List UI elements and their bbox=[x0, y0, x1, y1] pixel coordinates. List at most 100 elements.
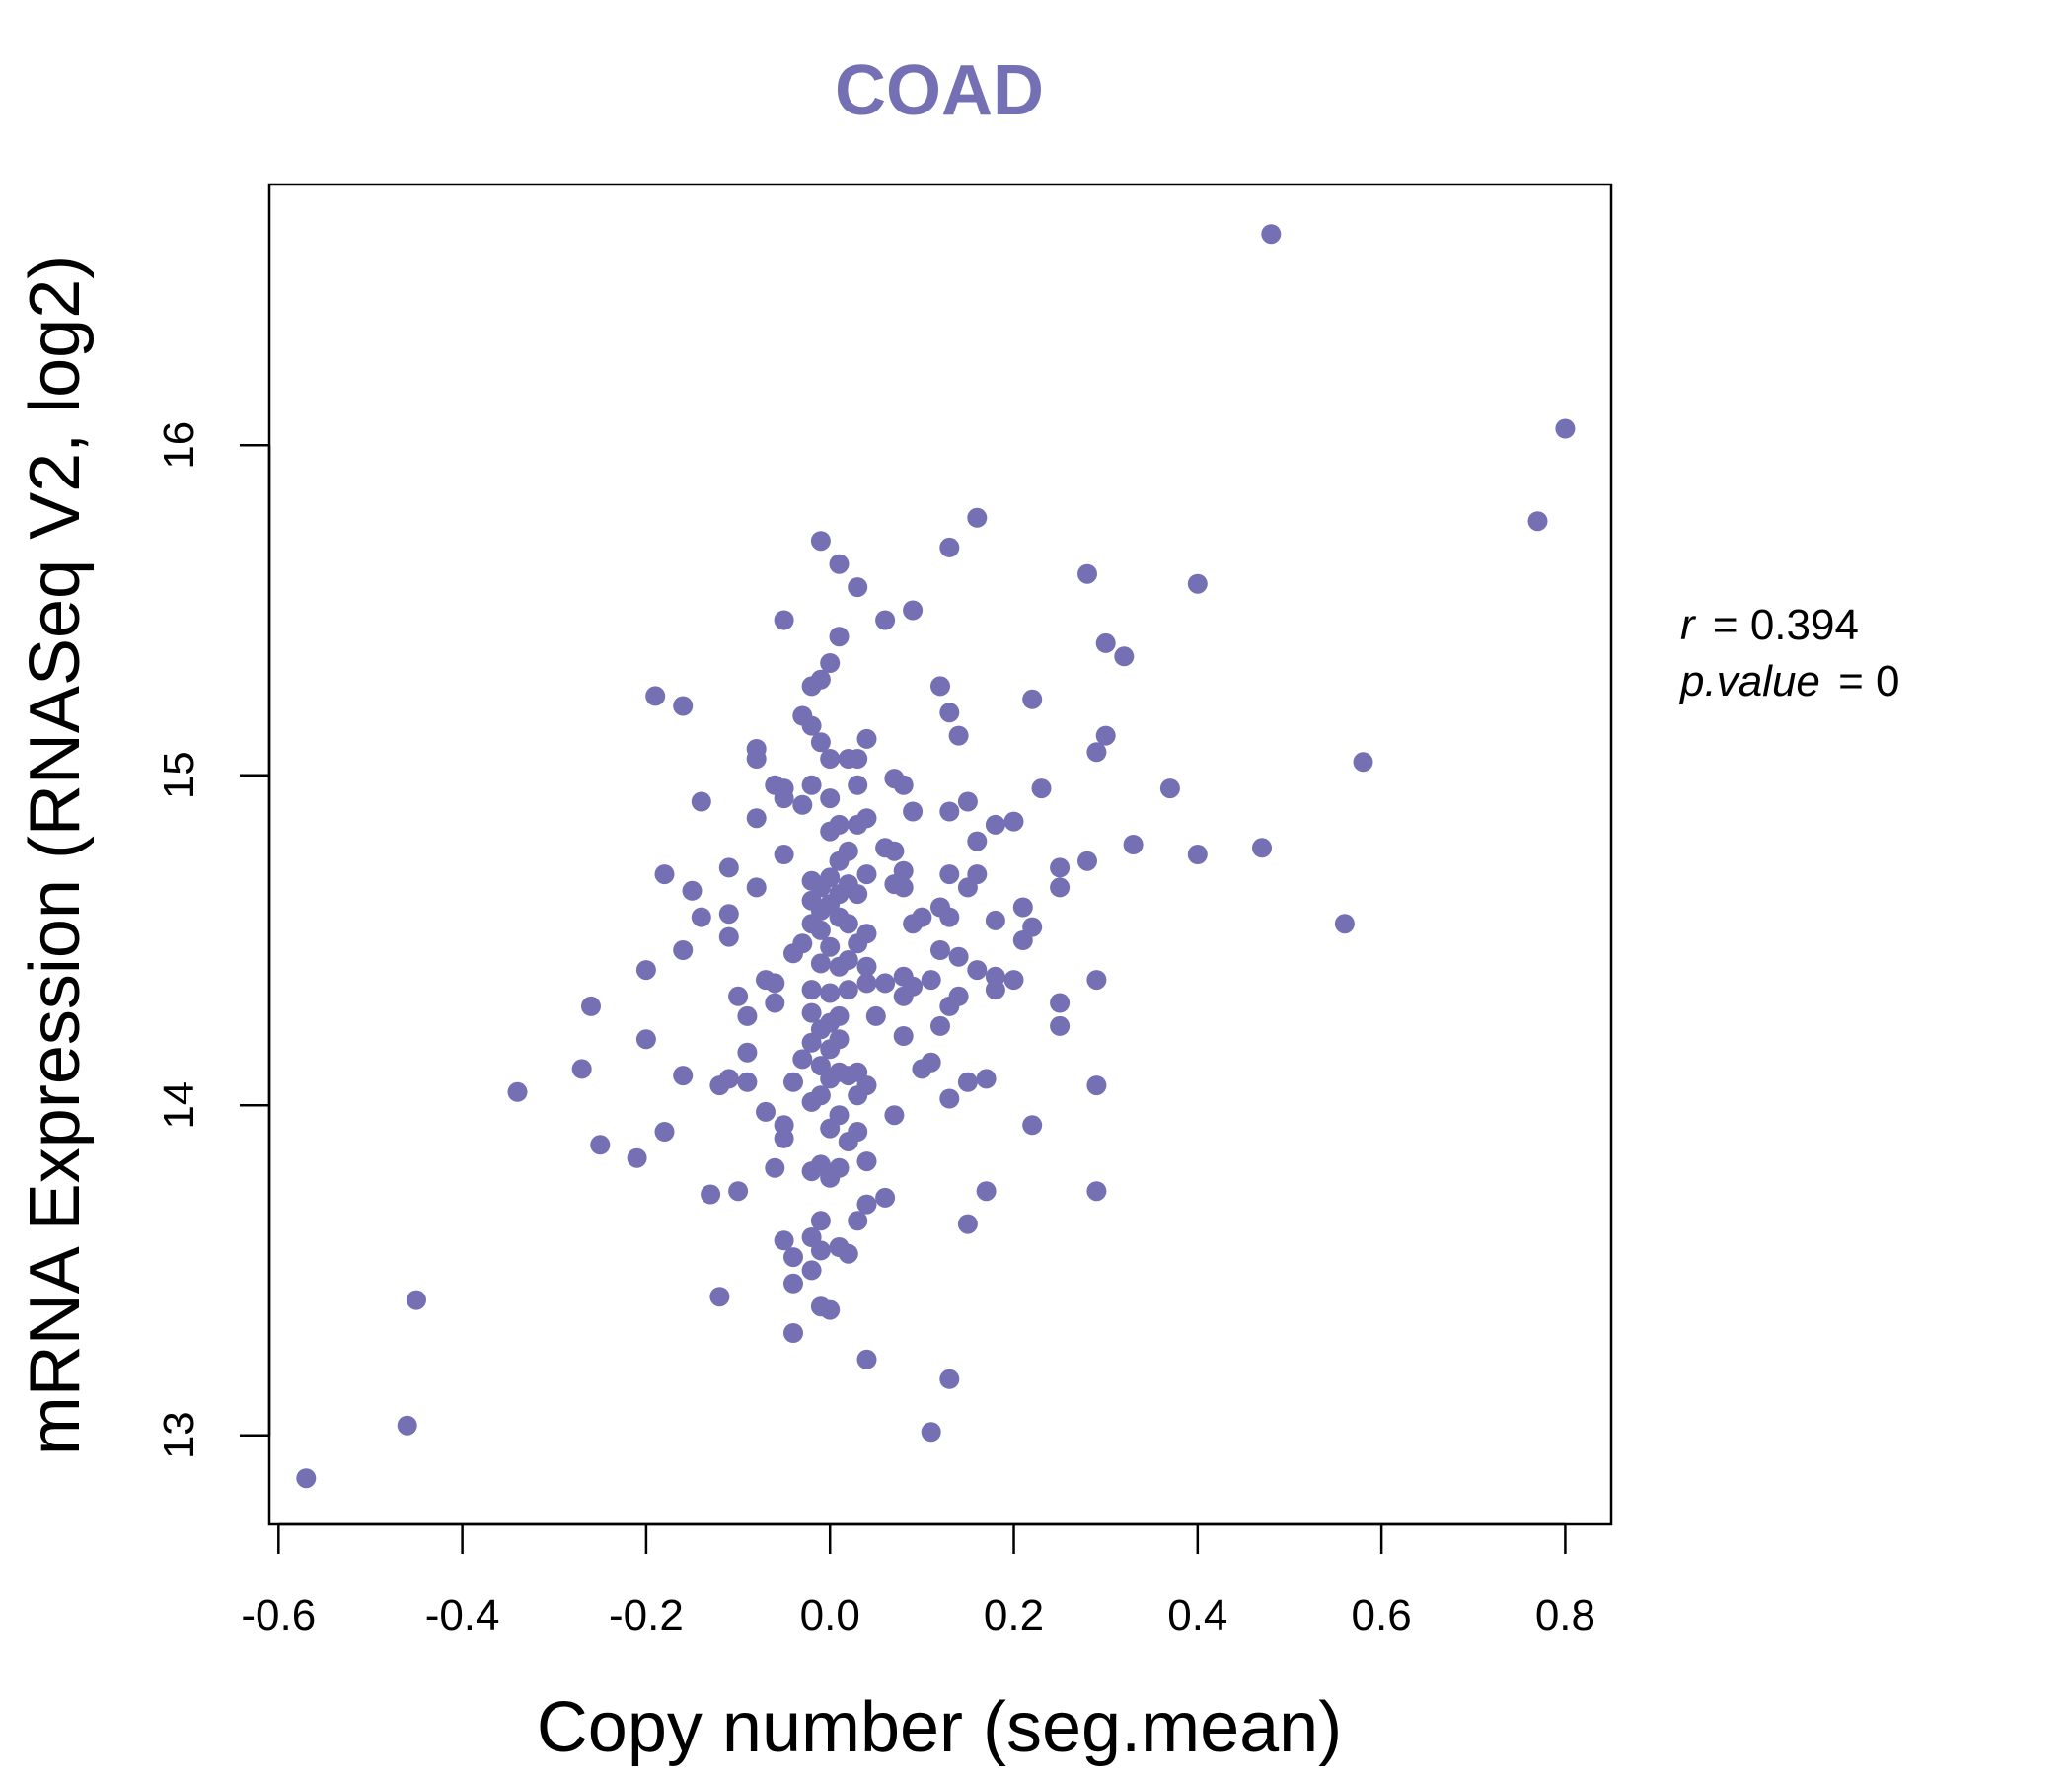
data-point bbox=[1123, 835, 1144, 854]
data-point bbox=[1003, 970, 1024, 991]
data-point bbox=[838, 1243, 858, 1264]
svg-text:p.value = 0: p.value = 0 bbox=[1678, 657, 1900, 705]
data-point bbox=[296, 1468, 317, 1489]
data-point bbox=[976, 1181, 997, 1202]
data-point bbox=[1555, 418, 1576, 439]
data-point bbox=[856, 1349, 877, 1369]
data-point bbox=[856, 1075, 877, 1096]
data-point bbox=[1050, 1015, 1071, 1036]
data-point bbox=[507, 1081, 528, 1102]
data-point bbox=[893, 877, 914, 898]
data-point bbox=[1086, 1075, 1107, 1096]
data-point bbox=[571, 1059, 592, 1079]
data-point bbox=[856, 924, 877, 944]
data-point bbox=[718, 926, 739, 947]
data-point bbox=[1086, 742, 1107, 763]
data-point bbox=[718, 904, 739, 925]
data-point bbox=[820, 936, 841, 957]
data-point bbox=[893, 775, 914, 795]
data-point bbox=[829, 1157, 850, 1178]
data-point bbox=[783, 1273, 803, 1294]
data-point bbox=[948, 946, 969, 967]
y-tick-label: 14 bbox=[155, 1081, 203, 1130]
y-axis: 13 14 15 16 bbox=[155, 421, 271, 1459]
data-point bbox=[746, 808, 767, 829]
data-point bbox=[691, 791, 711, 812]
data-point bbox=[774, 778, 794, 799]
data-point bbox=[985, 910, 1005, 930]
data-point bbox=[792, 794, 813, 815]
data-point bbox=[654, 1122, 675, 1142]
data-point bbox=[957, 791, 978, 812]
data-point bbox=[856, 864, 877, 885]
data-point bbox=[756, 1101, 776, 1122]
data-point bbox=[1022, 689, 1043, 709]
data-point bbox=[875, 973, 896, 994]
data-point bbox=[1050, 857, 1071, 878]
data-point bbox=[939, 703, 960, 723]
data-point bbox=[1077, 851, 1097, 871]
data-point bbox=[1114, 646, 1135, 667]
data-point bbox=[865, 1005, 886, 1026]
data-point bbox=[985, 966, 1005, 987]
data-point bbox=[967, 507, 988, 528]
data-point bbox=[673, 940, 694, 960]
data-point bbox=[820, 1299, 841, 1320]
data-point bbox=[407, 1290, 426, 1310]
data-point bbox=[1022, 1115, 1043, 1136]
data-point bbox=[967, 864, 988, 885]
r-value: 0.394 bbox=[1750, 601, 1859, 649]
data-point bbox=[1022, 917, 1043, 937]
data-point bbox=[939, 907, 960, 927]
data-point bbox=[682, 880, 703, 901]
data-point bbox=[774, 1115, 794, 1136]
x-axis-label: Copy number (seg.mean) bbox=[537, 1688, 1342, 1767]
data-point bbox=[948, 986, 969, 1006]
x-tick-label: 0.4 bbox=[1167, 1591, 1227, 1640]
data-point bbox=[829, 1005, 850, 1026]
data-point bbox=[810, 669, 831, 690]
data-point bbox=[801, 1002, 822, 1023]
data-point bbox=[884, 1105, 905, 1126]
data-point bbox=[1187, 845, 1208, 864]
data-point bbox=[1003, 811, 1024, 832]
data-point bbox=[967, 960, 988, 981]
data-point bbox=[774, 845, 794, 864]
x-tick-label: -0.2 bbox=[609, 1591, 684, 1640]
data-point bbox=[848, 577, 868, 598]
data-point bbox=[930, 940, 950, 960]
data-point bbox=[948, 725, 969, 746]
data-point bbox=[829, 627, 850, 647]
data-point bbox=[801, 1260, 822, 1281]
data-point bbox=[820, 749, 841, 769]
data-point bbox=[1050, 877, 1071, 898]
data-point bbox=[829, 554, 850, 574]
data-point bbox=[581, 996, 601, 1016]
data-point bbox=[939, 1369, 960, 1389]
data-point bbox=[1086, 970, 1107, 991]
data-point bbox=[939, 537, 960, 557]
data-point bbox=[893, 1026, 914, 1046]
data-point bbox=[728, 1181, 749, 1202]
x-tick-label: -0.4 bbox=[425, 1591, 500, 1640]
data-point bbox=[848, 749, 868, 769]
r-label: r bbox=[1680, 601, 1697, 649]
data-point bbox=[903, 976, 924, 997]
data-point bbox=[957, 1214, 978, 1234]
data-point bbox=[856, 1151, 877, 1172]
data-point bbox=[810, 531, 831, 552]
data-point bbox=[737, 1042, 758, 1063]
data-point bbox=[737, 1005, 758, 1026]
data-point bbox=[810, 1240, 831, 1261]
data-point bbox=[783, 1247, 803, 1268]
data-point bbox=[673, 696, 694, 716]
data-point bbox=[820, 867, 841, 888]
data-point bbox=[590, 1135, 611, 1155]
y-tick-label: 15 bbox=[155, 751, 203, 799]
data-point bbox=[718, 1069, 739, 1089]
x-tick-label: 0.0 bbox=[800, 1591, 860, 1640]
data-point bbox=[893, 860, 914, 881]
data-point bbox=[838, 950, 858, 970]
data-point bbox=[848, 884, 868, 905]
